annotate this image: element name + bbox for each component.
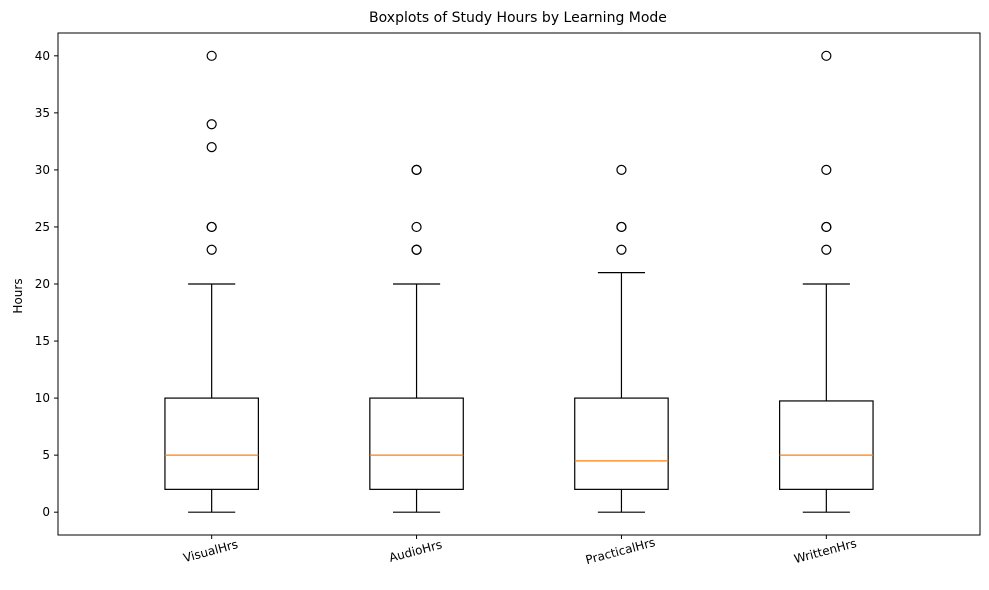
chart-title: Boxplots of Study Hours by Learning Mode [369, 10, 667, 26]
y-tick-label: 0 [42, 505, 50, 519]
y-tick-label: 30 [35, 163, 50, 177]
outlier-point [411, 221, 422, 233]
x-tick-label: PracticalHrs [584, 535, 657, 567]
y-tick-label: 25 [35, 220, 50, 234]
outlier-point [206, 50, 217, 61]
outlier-point [206, 141, 217, 153]
y-tick-label: 15 [35, 334, 50, 348]
outlier-point [616, 164, 627, 176]
outlier-point [206, 221, 217, 233]
plot-area: 0 5 10 15 20 25 30 35 40 VisualHrs AudioHrs Practic… [35, 32, 981, 567]
y-tick-label: 5 [42, 448, 50, 462]
outlier-point [616, 221, 627, 233]
box [164, 397, 259, 490]
box [574, 397, 669, 490]
y-axis-title: Hours [11, 278, 25, 313]
box [369, 397, 464, 490]
box [779, 400, 874, 490]
x-tick-label: VisualHrs [182, 537, 240, 565]
y-tick-label: 40 [35, 49, 50, 63]
x-tick-label: WrittenHrs [792, 536, 858, 566]
x-tick-label: AudioHrs [387, 537, 443, 565]
outlier-point [411, 164, 422, 176]
outlier-point [821, 164, 832, 176]
y-tick-label: 35 [35, 106, 50, 120]
outlier-point [206, 244, 217, 255]
outlier-point [821, 221, 832, 233]
outlier-point [411, 244, 422, 255]
outlier-point [821, 244, 832, 255]
y-tick-label: 20 [35, 277, 50, 291]
outlier-point [206, 119, 217, 130]
outlier-point [821, 50, 832, 61]
y-tick-label: 10 [35, 391, 50, 405]
outlier-point [616, 244, 627, 255]
